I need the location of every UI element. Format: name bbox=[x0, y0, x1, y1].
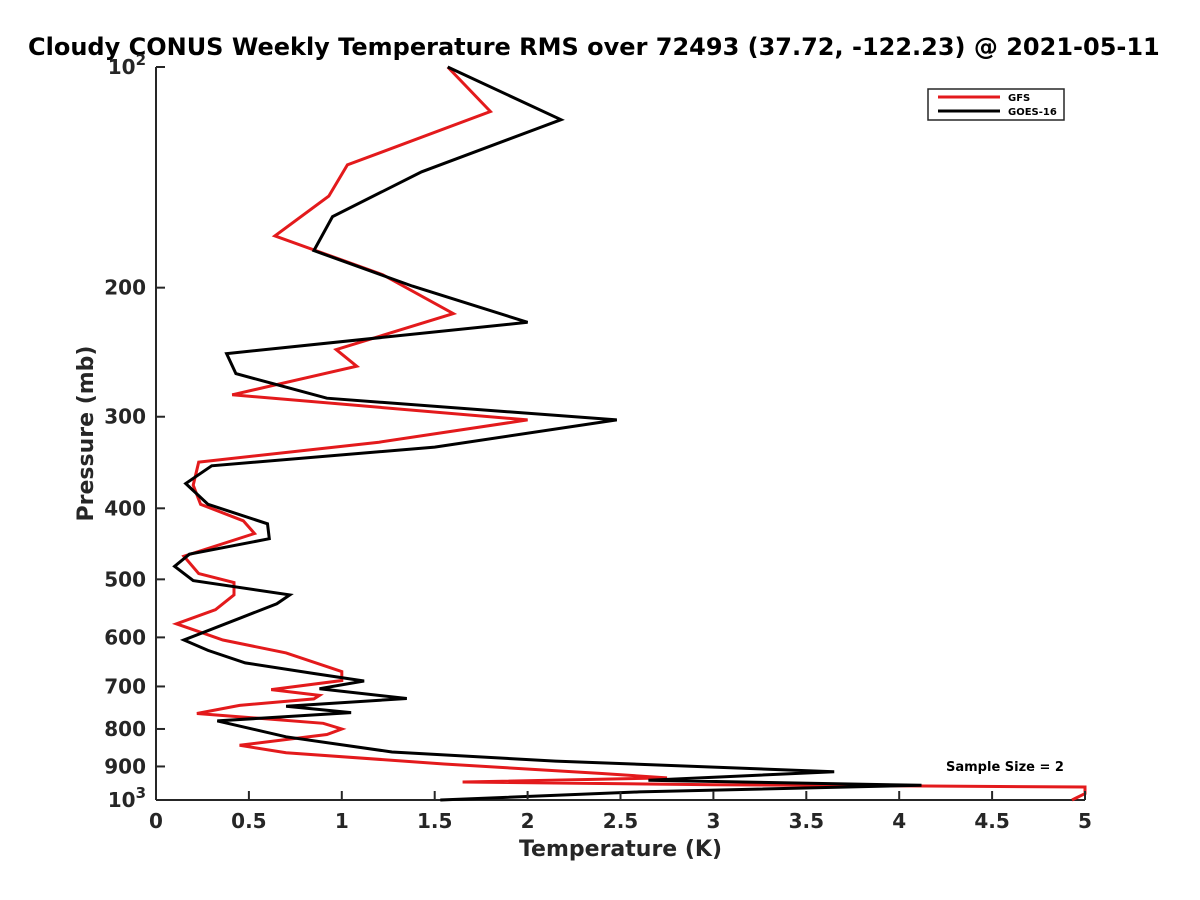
y-tick-label: 103 bbox=[108, 784, 146, 812]
plot-axes bbox=[155, 67, 1085, 801]
x-tick-label: 5 bbox=[1078, 809, 1092, 833]
x-tick-label: 3 bbox=[706, 809, 720, 833]
series-line-gfs bbox=[171, 65, 1087, 802]
x-tick-label: 2 bbox=[521, 809, 535, 833]
x-tick-label: 0.5 bbox=[231, 809, 266, 833]
x-axis-label: Temperature (K) bbox=[519, 837, 722, 862]
y-tick-label: 400 bbox=[104, 496, 146, 520]
series-line-goes-16 bbox=[172, 65, 922, 802]
plot-series bbox=[171, 65, 1087, 802]
y-tick-label: 600 bbox=[104, 625, 146, 649]
legend-label-gfs: GFS bbox=[1008, 93, 1030, 104]
x-tick-label: 1.5 bbox=[417, 809, 452, 833]
y-tick-label: 800 bbox=[104, 717, 146, 741]
y-tick-label: 102 bbox=[108, 51, 146, 79]
chart-title: Cloudy CONUS Weekly Temperature RMS over… bbox=[28, 33, 1160, 61]
legend-box bbox=[927, 88, 1065, 121]
x-tick-label: 4.5 bbox=[974, 809, 1009, 833]
sample-size-annotation: Sample Size = 2 bbox=[946, 760, 1064, 775]
legend: GFS GOES-16 bbox=[927, 88, 1065, 121]
x-tick-label: 1 bbox=[335, 809, 349, 833]
y-tick-label: 700 bbox=[104, 674, 146, 698]
y-tick-label: 500 bbox=[104, 567, 146, 591]
y-axis-label: Pressure (mb) bbox=[74, 346, 99, 522]
y-tick-label: 200 bbox=[104, 276, 146, 300]
x-tick-label: 0 bbox=[149, 809, 163, 833]
x-tick-label: 4 bbox=[892, 809, 906, 833]
x-tick-label: 3.5 bbox=[789, 809, 824, 833]
y-axis-ticks: 102 200 300 400 500 600 700 800 900 103 bbox=[104, 51, 165, 812]
x-tick-label: 2.5 bbox=[603, 809, 638, 833]
x-axis-ticks: 0 0.5 1 1.5 2 2.5 3 3.5 4 4.5 5 bbox=[149, 791, 1092, 833]
y-tick-label: 900 bbox=[104, 754, 146, 778]
legend-label-goes-16: GOES-16 bbox=[1008, 107, 1057, 118]
y-tick-label: 300 bbox=[104, 405, 146, 429]
